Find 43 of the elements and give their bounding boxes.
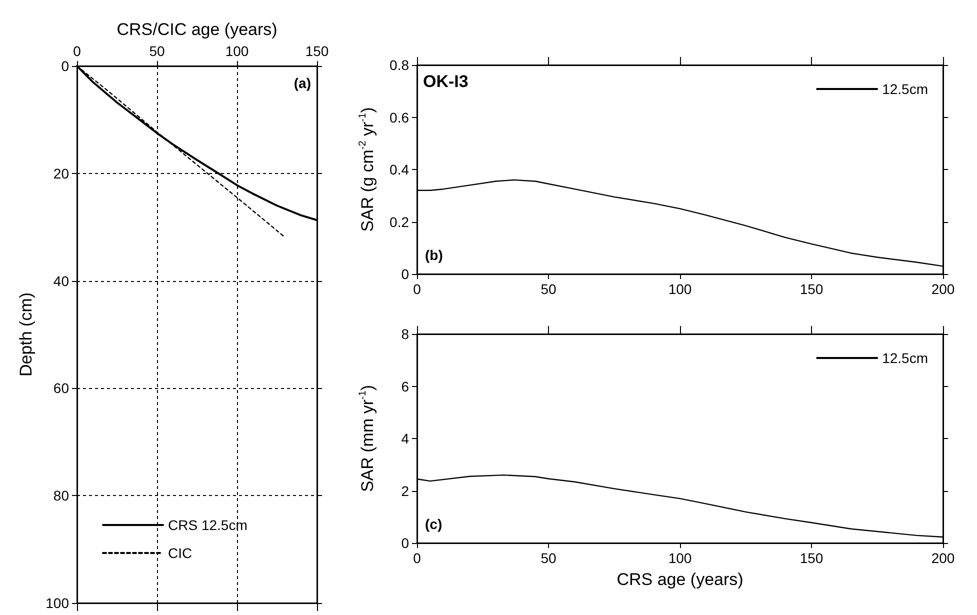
x-tick-label: 100 [668, 281, 692, 297]
y-tick-label: 6 [401, 378, 410, 394]
y-tick-label: 0.2 [390, 214, 410, 230]
x-tick-label: 50 [540, 281, 556, 297]
y-axis-title: SAR (g cm-2 yr-1) [358, 107, 377, 232]
y-tick-label: 40 [53, 272, 70, 289]
annotation: (b) [425, 247, 443, 263]
y-axis-title: SAR (mm yr-1) [358, 384, 377, 492]
annotation: (c) [425, 516, 442, 532]
y-tick-label: 8 [401, 326, 410, 342]
legend-label: CRS 12.5cm [168, 517, 248, 533]
annotation: OK-I3 [423, 72, 468, 91]
legend-label: 12.5cm [882, 81, 928, 97]
y-tick-label: 0 [401, 535, 410, 551]
x-tick-label: 150 [800, 281, 824, 297]
x-tick-label: 200 [931, 550, 955, 566]
x-tick-label: 150 [305, 43, 329, 59]
y-tick-label: 80 [53, 488, 70, 504]
x-tick-label: 50 [540, 550, 556, 566]
x-tick-label: 200 [931, 281, 955, 297]
y-tick-label: 4 [401, 430, 410, 446]
x-axis-title: CRS/CIC age (years) [116, 20, 278, 39]
y-tick-label: 0 [61, 58, 70, 74]
x-tick-label: 0 [73, 43, 82, 59]
x-tick-label: 50 [149, 43, 165, 59]
y-tick-label: 20 [53, 165, 70, 182]
x-axis-title: CRS age (years) [616, 570, 744, 589]
legend-label: CIC [168, 545, 192, 561]
x-tick-label: 150 [800, 550, 824, 566]
y-tick-label: 0.4 [390, 162, 410, 178]
y-tick-label: 0.6 [390, 109, 410, 126]
y-tick-label: 0.8 [390, 57, 410, 73]
y-tick-label: 60 [53, 380, 70, 396]
x-tick-label: 0 [413, 281, 422, 297]
y-tick-label: 2 [401, 482, 410, 499]
x-tick-label: 100 [225, 43, 249, 59]
y-tick-label: 0 [401, 266, 410, 282]
legend-label: 12.5cm [882, 350, 928, 366]
y-tick-label: 100 [46, 595, 70, 611]
annotation: (a) [294, 75, 312, 91]
y-axis-title: Depth (cm) [16, 292, 36, 377]
x-tick-label: 0 [413, 550, 422, 566]
x-tick-label: 100 [668, 550, 692, 566]
